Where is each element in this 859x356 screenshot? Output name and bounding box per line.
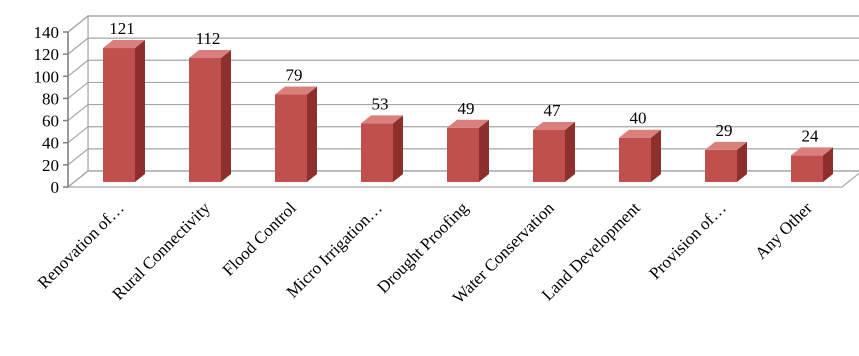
bar-top: [361, 115, 403, 124]
bar-side: [823, 147, 833, 182]
side-wall: [67, 14, 89, 189]
bar-front: [275, 94, 307, 182]
bar-top: [791, 147, 833, 156]
data-labels: 121 112 79 53 49 47 40 29 24: [109, 19, 819, 145]
bar-side: [307, 86, 317, 182]
bar-front: [447, 127, 479, 182]
x-axis-labels: Renovation of…Rural Connectivity Flood Co…: [34, 198, 816, 307]
y-tick-label: 100: [34, 67, 60, 86]
data-label: 47: [544, 101, 562, 120]
bar: [189, 50, 231, 182]
bar: [361, 115, 403, 182]
bar-top: [447, 119, 489, 128]
y-axis-ticks: 0 20 40 60 80 100 120 140: [34, 23, 69, 197]
bar: [705, 141, 747, 182]
bar-side: [479, 119, 489, 182]
bar-side: [221, 50, 231, 182]
bar: [275, 86, 317, 182]
y-tick-label: 40: [42, 134, 59, 153]
gridline: [67, 170, 859, 188]
bar-side: [565, 121, 575, 182]
bar-top: [103, 40, 145, 49]
x-tick-label: Drought Proofing: [373, 198, 472, 297]
bar: [103, 40, 145, 183]
y-tick-label: 0: [51, 178, 60, 197]
bar-side: [737, 141, 747, 182]
data-label: 40: [630, 109, 647, 128]
bar-top: [619, 129, 661, 138]
data-label: 112: [196, 29, 221, 48]
data-label: 29: [716, 121, 733, 140]
x-tick-label: Provision of…: [645, 198, 730, 283]
gridline: [67, 81, 859, 99]
gridline: [67, 37, 859, 55]
gridline: [67, 15, 859, 33]
y-tick-label: 60: [42, 112, 59, 131]
bar-front: [361, 123, 393, 182]
data-label: 79: [286, 66, 303, 85]
bar-top: [705, 141, 747, 150]
gridlines: [67, 15, 859, 188]
bar-front: [189, 58, 221, 182]
gridline: [67, 103, 859, 122]
x-tick-label: Any Other: [751, 198, 816, 263]
bar: [533, 121, 575, 182]
data-label: 121: [109, 19, 135, 38]
bar: [619, 129, 661, 182]
data-label: 24: [802, 126, 820, 145]
bar-top: [533, 121, 575, 130]
y-tick-label: 140: [34, 23, 60, 42]
gridline: [67, 59, 859, 77]
x-tick-label: Micro Irrigation…: [283, 198, 386, 301]
bar: [447, 119, 489, 182]
gridline: [67, 148, 859, 166]
x-tick-label: Flood Control: [219, 198, 300, 279]
data-label: 49: [458, 99, 475, 118]
gridline: [67, 126, 859, 144]
bar-front: [103, 48, 135, 183]
y-tick-label: 20: [42, 156, 59, 175]
bar-side: [393, 115, 403, 182]
bar-front: [533, 129, 565, 182]
bar-front: [705, 149, 737, 182]
bar-top: [189, 50, 231, 58]
data-label: 53: [372, 94, 389, 113]
bar-front: [619, 137, 651, 182]
bars: [103, 40, 833, 183]
bar-side: [651, 129, 661, 182]
y-tick-label: 80: [42, 89, 59, 108]
y-tick-label: 120: [34, 45, 60, 64]
bar-front: [791, 155, 823, 182]
bar-side: [135, 40, 145, 183]
bar-top: [275, 86, 317, 95]
bar: [791, 147, 833, 182]
x-tick-label: Renovation of…: [34, 198, 128, 292]
